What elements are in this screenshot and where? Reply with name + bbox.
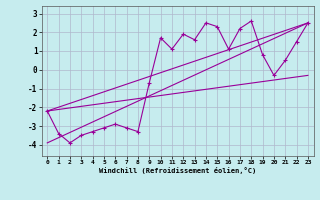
X-axis label: Windchill (Refroidissement éolien,°C): Windchill (Refroidissement éolien,°C)	[99, 167, 256, 174]
